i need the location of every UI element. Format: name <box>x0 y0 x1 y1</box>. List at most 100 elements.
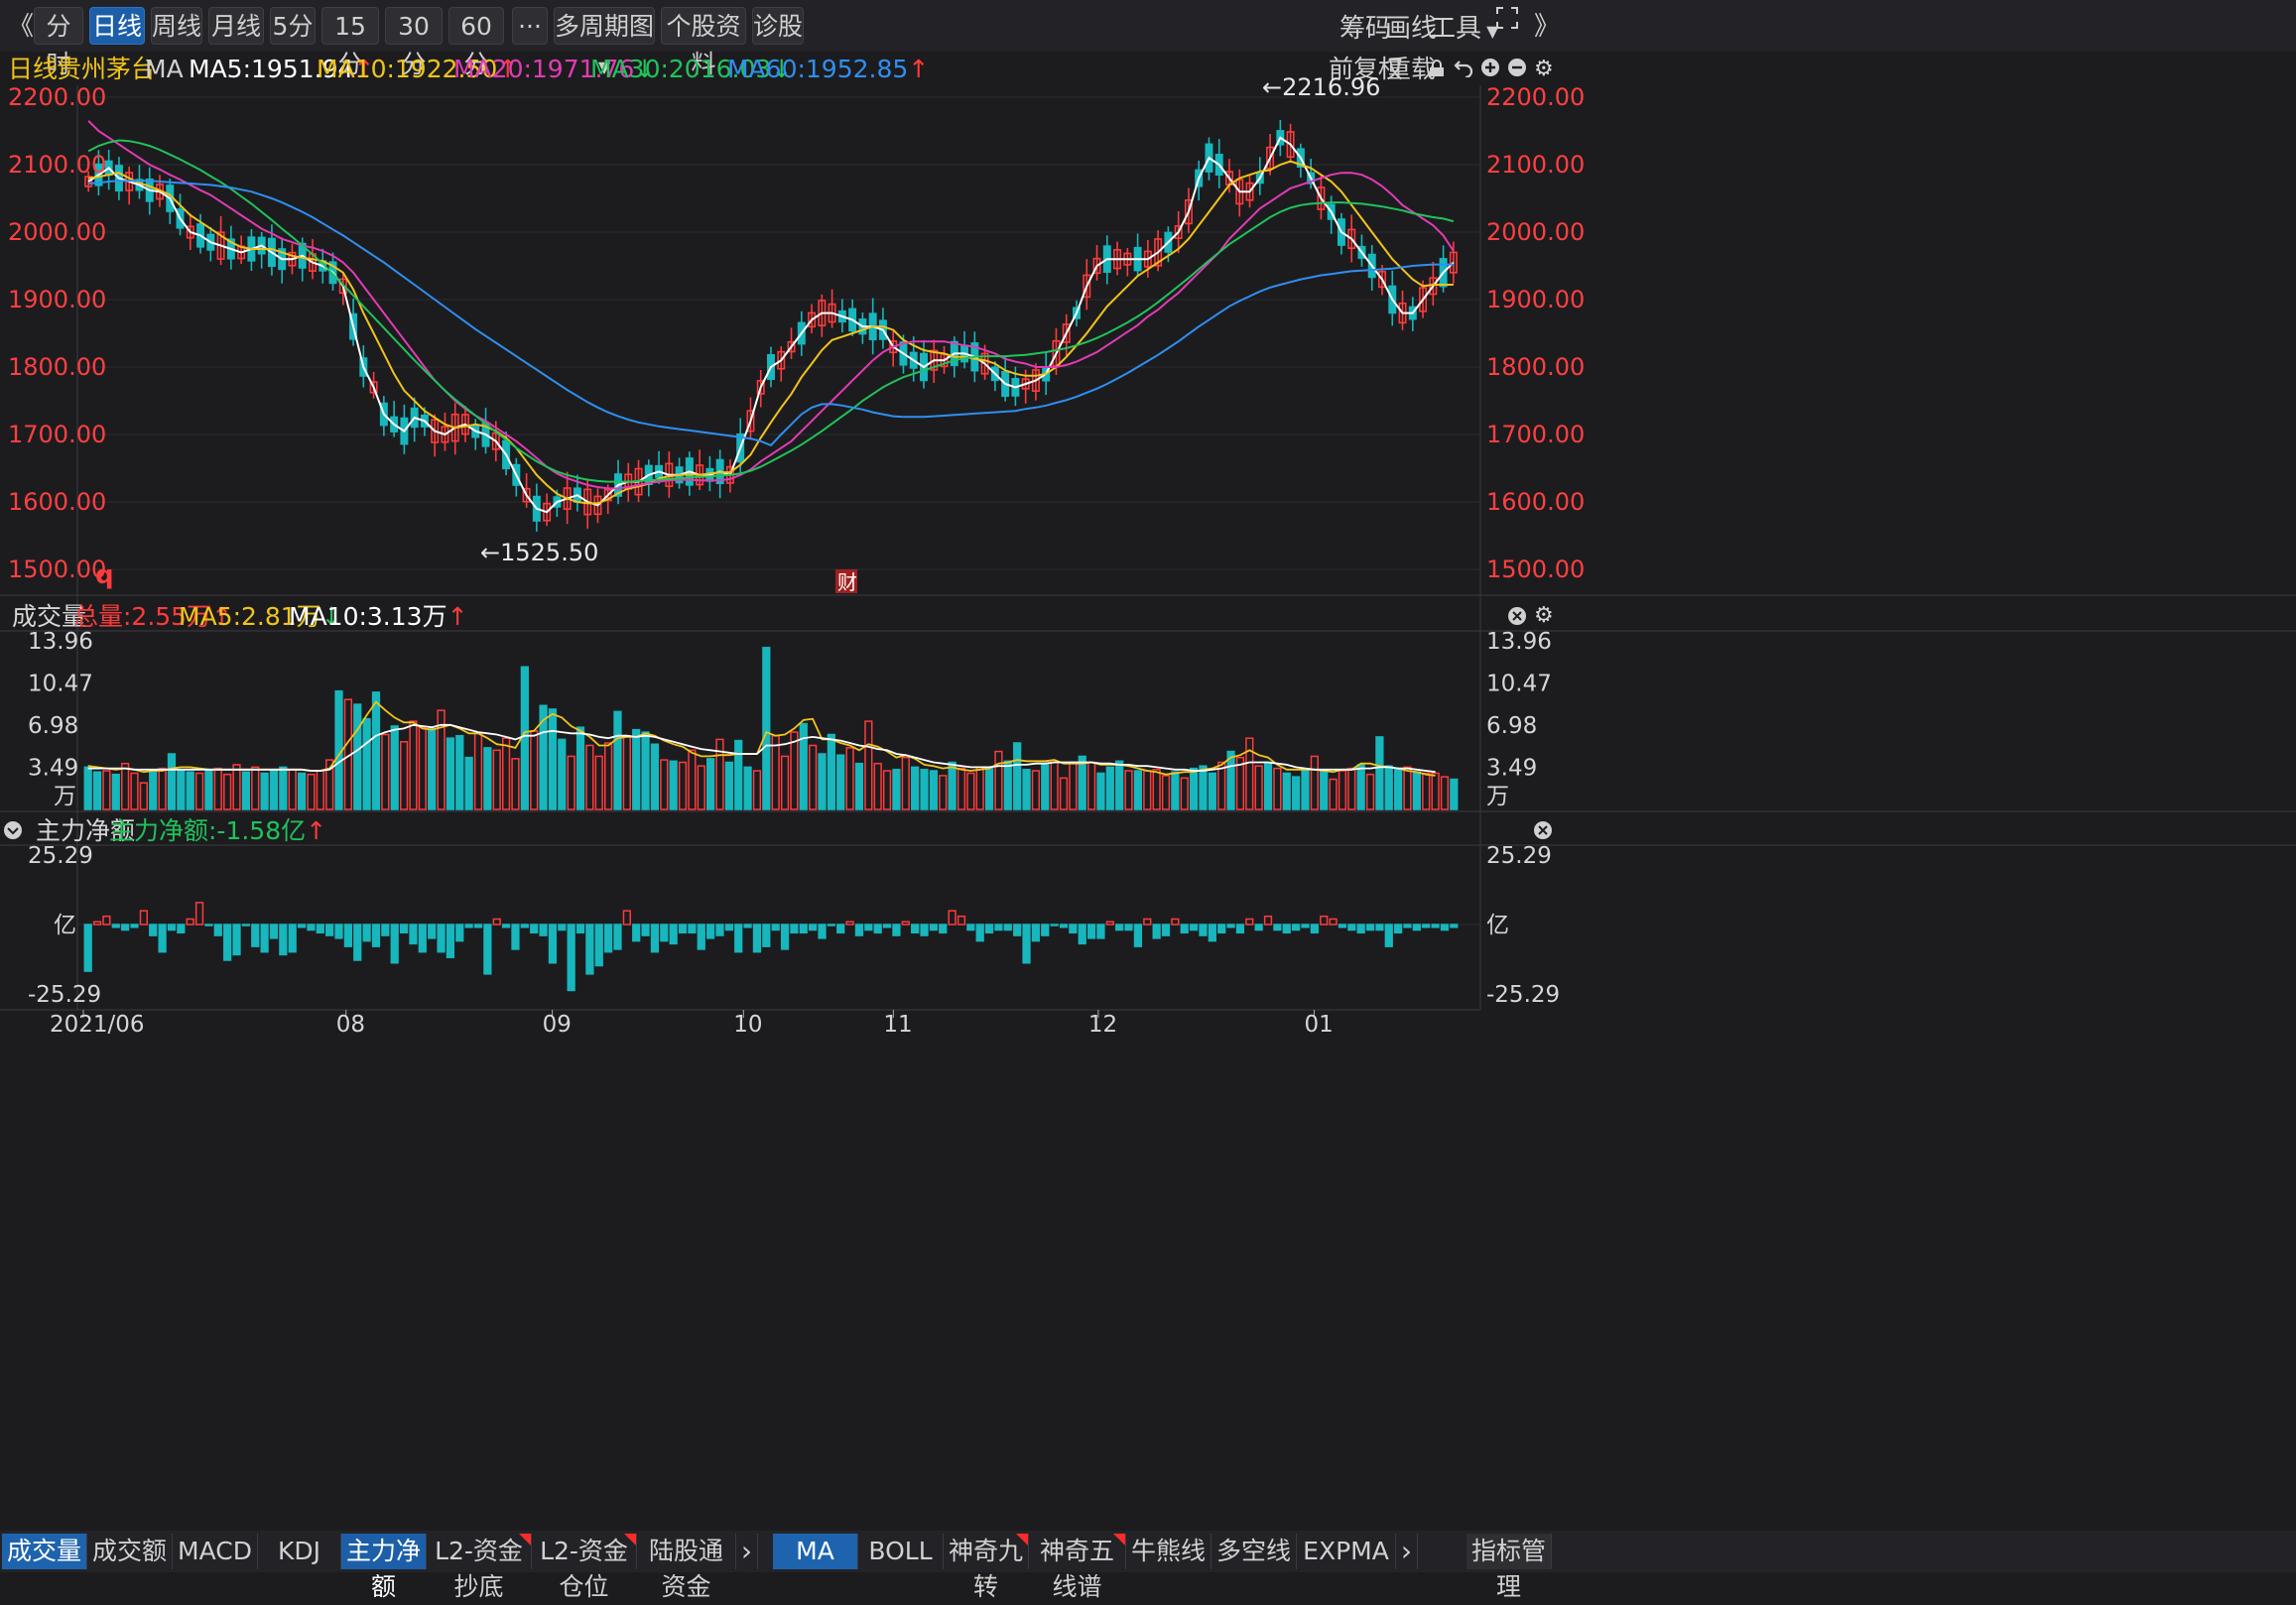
candle-body <box>1286 131 1295 159</box>
finance-marker-bg[interactable] <box>835 569 857 593</box>
tab-macd[interactable]: MACD <box>173 1534 258 1569</box>
net-flow-bar <box>307 924 316 931</box>
net-flow-bar <box>1301 924 1310 928</box>
net-flow-tick-left: 亿 <box>54 913 76 938</box>
annotation-high: ←2216.96 <box>1262 73 1380 101</box>
tab-turnover[interactable]: 成交额 <box>87 1534 173 1569</box>
candle-body <box>522 487 531 503</box>
volume-bar <box>102 770 111 810</box>
collapse-panel-icon[interactable] <box>4 821 22 843</box>
volume-bar <box>149 770 158 810</box>
net-flow-bar <box>752 924 762 953</box>
volume-bar <box>1069 761 1078 810</box>
indicator-name[interactable]: MA <box>145 55 184 83</box>
volume-bar <box>957 767 966 810</box>
tab-fenshi[interactable]: 分时 <box>34 7 83 78</box>
volume-bar <box>1375 736 1384 810</box>
net-flow-bar <box>297 924 307 928</box>
volume-settings-icon[interactable]: ⚙ <box>1534 603 1554 628</box>
tools-dropdown[interactable]: 工具 ▼ <box>1430 8 1498 45</box>
zoom-out-icon[interactable] <box>1507 58 1527 81</box>
volume-bar <box>1133 770 1143 810</box>
net-flow-bar <box>939 924 948 934</box>
volume-tick-right: 3.49 <box>1486 756 1537 782</box>
finance-marker[interactable]: 财 <box>837 570 857 594</box>
tab-monthly[interactable]: 月线 <box>208 7 264 45</box>
zoom-in-icon[interactable] <box>1480 58 1500 81</box>
more-periods-button[interactable]: ··· <box>512 7 548 45</box>
tab-bull-bear[interactable]: 牛熊线 <box>1126 1534 1212 1569</box>
undo-icon[interactable] <box>1454 58 1473 81</box>
tab-ma[interactable]: MA <box>773 1534 858 1569</box>
forward-adjust-button[interactable]: 前复权 <box>1329 55 1404 83</box>
tab-5min[interactable]: 5分 <box>270 7 316 45</box>
close-main-net-icon[interactable] <box>1534 821 1552 843</box>
fullscreen-icon[interactable] <box>1496 6 1518 36</box>
lock-icon[interactable] <box>1429 60 1445 81</box>
reload-button[interactable]: 重载 <box>1386 55 1437 83</box>
volume-bar <box>539 704 548 810</box>
candle-body <box>441 426 449 443</box>
volume-bar <box>1338 770 1347 810</box>
net-flow-bar <box>1050 924 1059 926</box>
net-flow-bar <box>1013 924 1022 936</box>
net-flow-bar <box>269 924 279 939</box>
candle-body <box>756 380 765 395</box>
tab-daily[interactable]: 日线 <box>89 7 145 45</box>
tab-15min[interactable]: 15分 <box>321 7 379 78</box>
net-flow-bar <box>622 910 631 926</box>
net-flow-bar <box>473 924 483 928</box>
volume-bar <box>1161 775 1171 810</box>
next-tabs-icon[interactable]: › <box>1396 1534 1418 1569</box>
volume-bar <box>1282 772 1291 810</box>
marker-q[interactable]: q <box>95 560 114 590</box>
volume-bar <box>1403 766 1412 810</box>
chart-canvas[interactable]: 2200.00 2200.00 2100.00 2100.00 2000.00 2000.… <box>0 0 2296 1531</box>
indicator-manage-button[interactable]: 指标管理 <box>1467 1534 1552 1601</box>
candle-body <box>1266 146 1275 170</box>
diagnose-button[interactable]: 诊股 <box>752 7 804 45</box>
net-flow-bar <box>437 924 446 953</box>
tab-hk-connect[interactable]: 陆股通资金 <box>637 1534 736 1601</box>
next-tabs-icon[interactable]: › <box>736 1534 758 1569</box>
chips-button[interactable]: 筹码 <box>1339 14 1392 44</box>
draw-line-button[interactable]: 画线 <box>1385 14 1438 44</box>
tab-weekly[interactable]: 周线 <box>151 7 202 45</box>
tab-main-net[interactable]: 主力净额 <box>341 1534 427 1601</box>
ma5-value: MA5:1951.94↑ <box>189 55 375 83</box>
net-flow-bar <box>83 924 92 972</box>
net-flow-bar <box>334 924 343 939</box>
net-flow-bar <box>948 910 957 926</box>
multi-period-dropdown[interactable]: 多周期图 ▼ <box>554 7 655 76</box>
volume-bar <box>1431 772 1440 810</box>
settings-icon[interactable]: ⚙ <box>1534 57 1554 81</box>
volume-bar <box>697 765 705 810</box>
tab-kdj[interactable]: KDJ <box>258 1534 341 1569</box>
tab-volume[interactable]: 成交量 <box>2 1534 87 1569</box>
volume-bar <box>752 770 762 810</box>
tab-l2-bottom[interactable]: L2-资金抄底 <box>427 1534 532 1601</box>
stock-info-button[interactable]: 个股资料 <box>661 7 746 78</box>
candle-body <box>1092 257 1101 275</box>
tab-expma[interactable]: EXPMA <box>1297 1534 1396 1569</box>
tab-boll[interactable]: BOLL <box>858 1534 944 1569</box>
volume-tick-right: 13.96 <box>1486 629 1552 655</box>
close-volume-icon[interactable] <box>1508 607 1526 629</box>
tab-l2-position[interactable]: L2-资金仓位 <box>532 1534 637 1601</box>
expand-right-icon[interactable]: 》 <box>1534 12 1561 42</box>
tab-long-short[interactable]: 多空线 <box>1212 1534 1297 1569</box>
tab-five-line[interactable]: 神奇五线谱 <box>1029 1534 1126 1601</box>
net-flow-bar <box>353 924 362 961</box>
tab-60min[interactable]: 60分 <box>448 7 504 78</box>
volume-bar <box>1356 764 1365 810</box>
candle-body <box>787 340 796 353</box>
candle-body <box>603 489 612 502</box>
tab-30min[interactable]: 30分 <box>385 7 443 78</box>
collapse-left-icon[interactable]: 《 <box>8 12 35 42</box>
ma20-value: MA20:1971.76↓ <box>453 55 656 83</box>
volume-total: 总量:2.55万↑ <box>73 602 233 631</box>
tab-nine-turn[interactable]: 神奇九转 <box>944 1534 1029 1601</box>
net-flow-bar <box>603 924 613 953</box>
net-flow-bar <box>790 924 799 934</box>
volume-bars <box>83 647 1459 810</box>
